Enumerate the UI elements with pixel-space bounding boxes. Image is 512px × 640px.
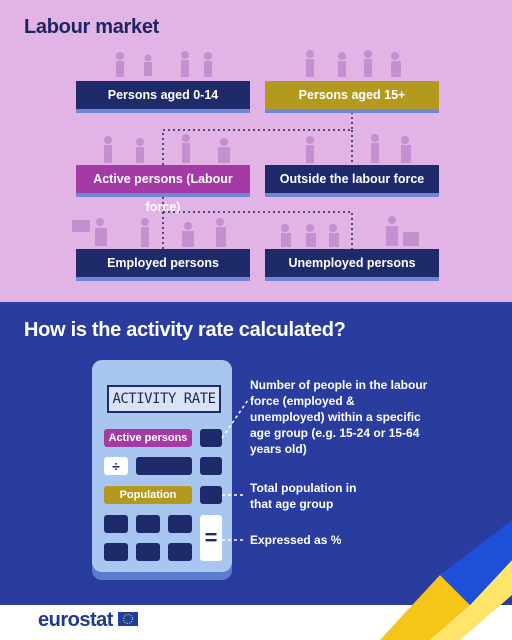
eu-flag	[118, 612, 138, 626]
bottom-panel	[0, 302, 512, 605]
equals-key: =	[204, 525, 218, 550]
note: Number of people in the labour force (em…	[250, 378, 428, 456]
node-label: Active persons (Labour force)	[93, 172, 233, 214]
divide-key: ÷	[112, 458, 120, 474]
stripe	[440, 520, 512, 605]
node-label: Persons aged 15+	[298, 88, 406, 102]
node-label: Unemployed persons	[288, 256, 416, 270]
logo: eurostat	[38, 609, 113, 631]
connectors	[162, 112, 353, 250]
node-label: Outside the labour force	[279, 172, 425, 186]
stripe	[380, 575, 470, 640]
section-title: Labour market	[24, 16, 160, 38]
note: Expressed as %	[250, 533, 342, 547]
stripe	[430, 560, 512, 640]
node-label: Persons aged 0-14	[107, 88, 219, 102]
pointer-lines	[221, 399, 249, 541]
denominator-key: Population	[119, 489, 177, 501]
note: Total population in that age group	[250, 481, 357, 511]
people-icons	[72, 50, 419, 247]
eu-stars	[122, 613, 134, 625]
calculator-display: ACTIVITY RATE	[112, 391, 216, 407]
calculator	[92, 360, 232, 580]
node-label: Employed persons	[107, 256, 219, 270]
section-title: How is the activity rate calculated?	[24, 319, 346, 341]
numerator-key: Active persons	[108, 432, 188, 444]
node-boxes	[76, 81, 439, 281]
